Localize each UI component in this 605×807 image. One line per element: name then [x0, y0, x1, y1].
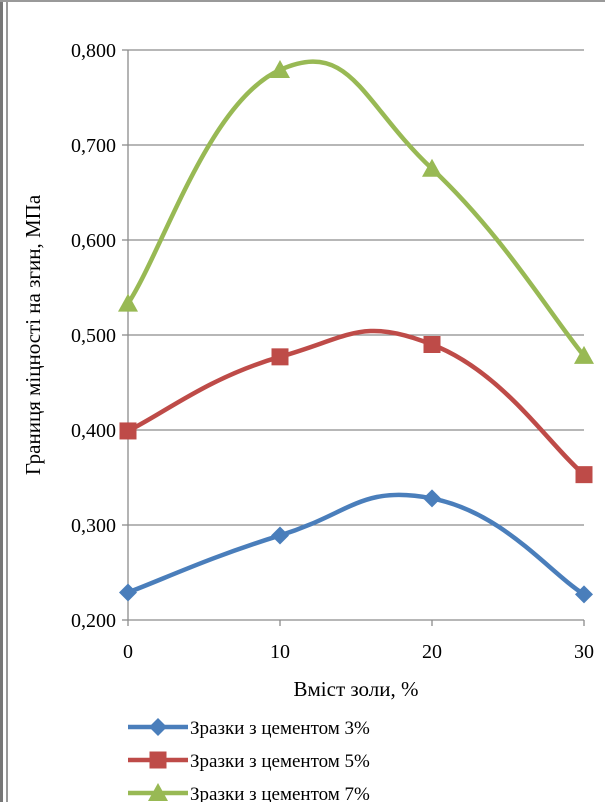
- x-tick-label: 20: [422, 641, 442, 663]
- legend-marker-square: [149, 751, 167, 769]
- page-frame-left: [0, 0, 3, 802]
- data-point-diamond: [119, 583, 137, 602]
- data-point-diamond: [423, 489, 441, 508]
- series-line-1: [125, 492, 587, 597]
- y-tick-label: 0,600: [71, 230, 116, 252]
- legend-marker-diamond: [149, 718, 167, 736]
- x-tick-label: 30: [574, 641, 594, 663]
- page-frame-top: [0, 0, 605, 2]
- y-axis-title: Границя міцності на згин, МПа: [21, 194, 45, 475]
- data-point-triangle: [422, 158, 442, 177]
- data-point-diamond: [271, 526, 289, 545]
- y-tick-label: 0,200: [71, 610, 116, 632]
- y-tick-label: 0,800: [71, 40, 116, 62]
- page-frame-left-inner: [6, 0, 8, 802]
- series-line-2: [125, 328, 587, 477]
- x-tick-label: 0: [123, 641, 133, 663]
- data-point-triangle: [118, 293, 138, 312]
- data-point-square: [119, 422, 137, 440]
- data-markers: [118, 59, 594, 604]
- x-axis-title: Вміст золи, %: [294, 677, 419, 701]
- y-tick-label: 0,500: [71, 325, 116, 347]
- series-lines: [125, 59, 587, 597]
- legend: Зразки з цементом 3% Зразки з цементом 5%…: [128, 718, 370, 805]
- legend-label: Зразки з цементом 3%: [190, 718, 370, 739]
- series-line-3: [125, 59, 587, 359]
- data-point-triangle: [270, 59, 290, 78]
- data-point-square: [271, 348, 289, 366]
- data-point-square: [575, 466, 593, 484]
- axes: [122, 49, 585, 626]
- y-tick-label: 0,400: [71, 420, 116, 442]
- data-point-diamond: [575, 585, 593, 604]
- legend-label: Зразки з цементом 7%: [190, 784, 370, 802]
- tick-labels: 0,200 0,300 0,400 0,500 0,600 0,700 0,800 0 10 20…: [71, 40, 594, 663]
- y-tick-label: 0,300: [71, 515, 116, 537]
- legend-marker-triangle: [148, 783, 168, 801]
- y-tick-label: 0,700: [71, 135, 116, 157]
- data-point-triangle: [574, 345, 594, 364]
- data-point-square: [423, 336, 441, 353]
- x-tick-label: 10: [270, 641, 290, 663]
- legend-label: Зразки з цементом 5%: [190, 751, 370, 772]
- gridlines: [128, 49, 584, 526]
